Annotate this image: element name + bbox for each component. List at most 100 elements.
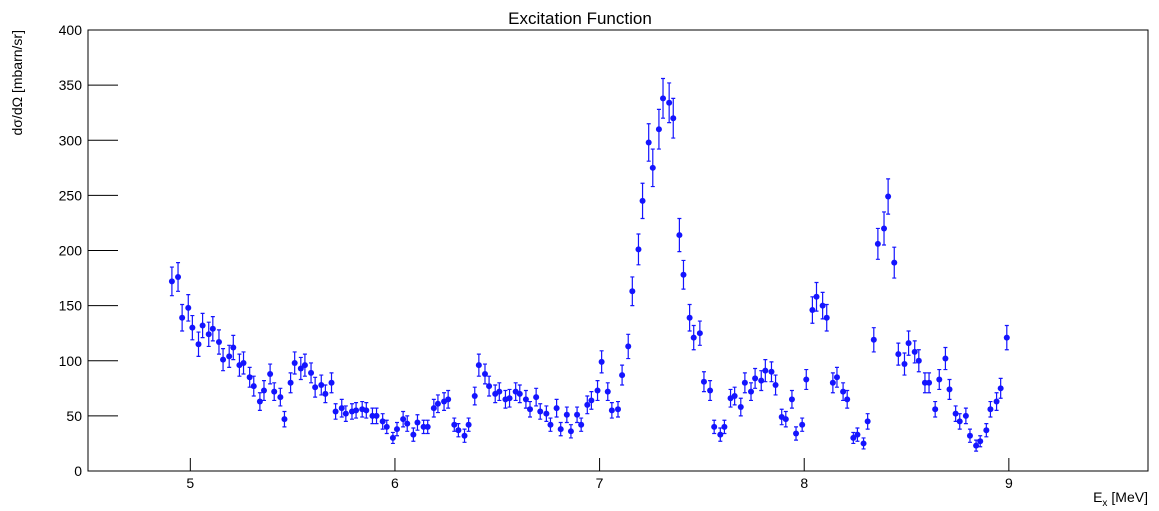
data-point — [389, 434, 396, 441]
data-point — [199, 322, 206, 329]
data-point — [823, 314, 830, 321]
data-point — [987, 406, 994, 413]
data-point — [860, 440, 867, 447]
data-point — [563, 411, 570, 418]
data-point — [854, 431, 861, 438]
data-point — [215, 339, 222, 346]
data-point — [604, 388, 611, 395]
data-point — [281, 416, 288, 423]
data-point — [680, 271, 687, 278]
data-point — [649, 164, 656, 171]
data-point — [850, 434, 857, 441]
y-tick-label: 250 — [59, 187, 83, 203]
data-point — [977, 438, 984, 445]
data-point — [962, 412, 969, 419]
x-tick-label: 5 — [186, 475, 194, 491]
data-point — [676, 232, 683, 239]
data-point — [291, 359, 298, 366]
y-tick-label: 350 — [59, 77, 83, 93]
data-point — [553, 405, 560, 412]
data-point — [297, 365, 304, 372]
data-point — [885, 193, 892, 200]
x-tick-label: 9 — [1005, 475, 1013, 491]
data-point — [557, 426, 564, 433]
data-point — [594, 387, 601, 394]
data-point — [844, 396, 851, 403]
data-point — [997, 385, 1004, 392]
y-tick-label: 0 — [74, 463, 82, 479]
data-point — [424, 423, 431, 430]
data-point — [956, 418, 963, 425]
data-point — [179, 314, 186, 321]
data-point — [690, 334, 697, 341]
data-point — [741, 379, 748, 386]
data-point — [932, 406, 939, 413]
data-point — [318, 382, 325, 389]
data-point — [578, 421, 585, 428]
data-point — [700, 378, 707, 385]
data-point — [942, 355, 949, 362]
data-point — [829, 379, 836, 386]
data-point — [287, 379, 294, 386]
data-point — [901, 361, 908, 368]
y-tick-label: 50 — [66, 408, 82, 424]
data-point — [175, 273, 182, 280]
data-point — [952, 410, 959, 417]
data-point — [461, 432, 468, 439]
data-point — [430, 405, 437, 412]
data-point — [496, 388, 503, 395]
data-point — [527, 406, 534, 413]
data-point — [748, 388, 755, 395]
data-point — [793, 430, 800, 437]
data-point — [537, 408, 544, 415]
x-tick-label: 6 — [391, 475, 399, 491]
data-point — [840, 388, 847, 395]
data-point — [220, 356, 227, 363]
data-point — [379, 418, 386, 425]
x-axis-label: Ex [MeV] — [1093, 489, 1148, 509]
x-tick-label: 7 — [596, 475, 604, 491]
data-point — [799, 421, 806, 428]
data-point — [277, 394, 284, 401]
data-point — [383, 423, 390, 430]
data-point — [373, 412, 380, 419]
x-label-unit: [MeV] — [1111, 489, 1148, 505]
data-point — [465, 421, 472, 428]
data-point — [619, 372, 626, 379]
data-point — [874, 240, 881, 247]
data-point — [782, 416, 789, 423]
x-label-main: E — [1093, 489, 1102, 505]
data-point — [451, 421, 458, 428]
data-point — [481, 370, 488, 377]
data-point — [993, 398, 1000, 405]
data-point — [635, 246, 642, 253]
data-point — [911, 348, 918, 355]
data-point — [870, 336, 877, 343]
data-point — [966, 432, 973, 439]
y-tick-label: 400 — [59, 22, 83, 38]
data-point — [168, 278, 175, 285]
data-point — [588, 397, 595, 404]
data-point — [271, 388, 278, 395]
data-point — [533, 394, 540, 401]
data-point — [615, 406, 621, 413]
data-point — [322, 390, 329, 397]
y-axis-label: dσ/dΩ [mbarn/sr] — [9, 30, 25, 135]
data-point — [195, 341, 202, 348]
data-point — [567, 428, 574, 435]
data-point — [670, 115, 677, 122]
data-point — [522, 396, 529, 403]
y-tick-label: 100 — [59, 353, 83, 369]
data-point — [758, 377, 765, 384]
data-point — [1003, 334, 1010, 341]
data-point — [455, 427, 462, 434]
data-point — [445, 396, 452, 403]
data-point — [936, 376, 943, 383]
data-point — [543, 410, 550, 417]
data-point — [772, 382, 779, 389]
data-point — [308, 369, 315, 376]
data-point — [342, 410, 349, 417]
data-point — [788, 396, 795, 403]
data-point — [506, 395, 513, 402]
